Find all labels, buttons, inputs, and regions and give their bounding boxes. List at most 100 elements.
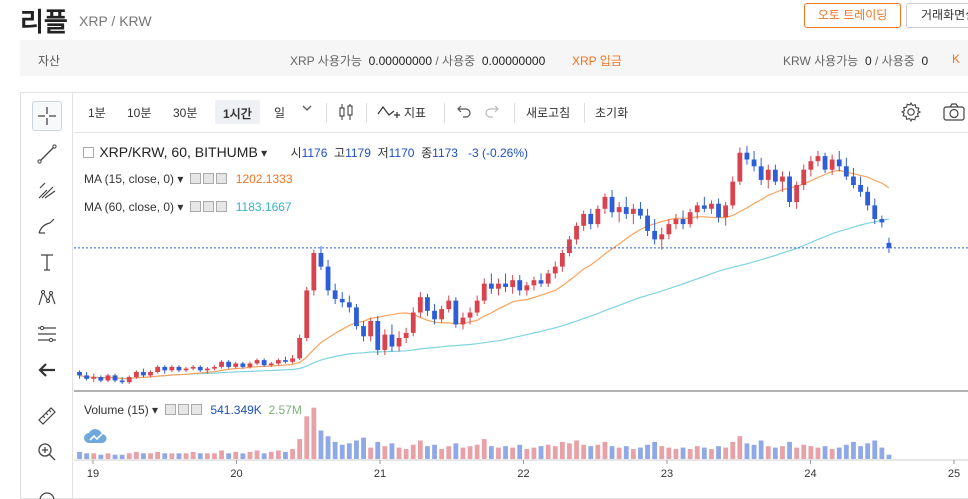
volume-bar [851, 441, 856, 459]
candle-body [417, 297, 423, 313]
volume-bar [382, 446, 388, 459]
candle-body [354, 307, 359, 327]
volume-bar [361, 437, 366, 459]
volume-bar [843, 444, 849, 459]
candle-body [197, 366, 203, 371]
toolbar-divider [326, 103, 327, 123]
candle-body [808, 161, 814, 170]
candle-body [410, 312, 416, 333]
xrp-balance: XRP 사용가능 0.00000000 / 사용중 0.00000000 [290, 52, 545, 69]
candle-body [226, 361, 232, 367]
volume-bar [858, 446, 863, 459]
ruler-icon[interactable] [32, 401, 62, 431]
candle-body [190, 366, 196, 369]
ma15-dropdown-icon[interactable]: ▾ [177, 172, 184, 186]
text-icon[interactable] [32, 247, 62, 277]
ma60-dropdown-icon[interactable]: ▾ [177, 200, 184, 214]
volume-bar [510, 447, 516, 459]
volume-bar [396, 447, 402, 459]
candle-body [886, 242, 892, 248]
volume-visibility-icon[interactable] [164, 404, 176, 415]
price-chart[interactable]: 19 20 21 22 23 24 25 [74, 134, 968, 498]
candle-body [694, 205, 700, 213]
x-tick-label: 25 [948, 468, 960, 480]
volume-bar [141, 453, 146, 459]
candle-body [91, 377, 97, 379]
candle-type-icon[interactable] [338, 102, 354, 125]
undo-icon[interactable] [456, 103, 472, 122]
ma60-remove-icon[interactable] [216, 201, 228, 212]
x-tick-label: 19 [87, 468, 99, 480]
interval-1h[interactable]: 1시간 [215, 100, 260, 124]
ma15-remove-icon[interactable] [216, 173, 228, 184]
candle-body [567, 239, 572, 253]
reset-button[interactable]: 초기화 [595, 106, 629, 120]
trend-line-icon[interactable] [32, 139, 62, 169]
krw-balance: KRW 사용가능 0 / 사용중 0 [783, 52, 928, 69]
ma60-line [79, 218, 889, 380]
volume-bar [666, 447, 672, 459]
interval-30m[interactable]: 30분 [173, 106, 198, 120]
volume-bar [723, 447, 729, 459]
candle-body [879, 219, 885, 223]
volume-bar [368, 447, 374, 459]
settings-gear-icon[interactable] [900, 101, 922, 126]
candle-body [254, 360, 260, 364]
auto-trading-button[interactable]: 오토 트레이딩 [804, 3, 901, 28]
brush-icon[interactable] [32, 211, 62, 241]
volume-bar [98, 454, 104, 459]
candle-body [609, 196, 615, 213]
ma15-visibility-icon[interactable] [190, 173, 202, 184]
interval-10m[interactable]: 10분 [127, 106, 152, 120]
more-tools-icon[interactable] [32, 485, 62, 499]
volume-dropdown-icon[interactable]: ▾ [152, 403, 159, 417]
volume-bar [403, 449, 409, 459]
candle-body [304, 290, 310, 338]
volume-bar [865, 443, 871, 459]
candle-body [787, 176, 792, 202]
screen-settings-button[interactable]: 거래화면설 [906, 3, 968, 28]
volume-bar [780, 446, 785, 459]
back-arrow-icon[interactable] [32, 355, 62, 385]
crosshair-icon[interactable] [32, 101, 62, 131]
drawing-toolbar [21, 93, 73, 499]
symbol-dropdown-icon[interactable]: ▾ [261, 146, 268, 160]
pitchfork-icon[interactable] [32, 175, 62, 205]
collapse-icon[interactable] [83, 147, 94, 158]
redo-icon[interactable] [484, 103, 500, 122]
pattern-icon[interactable] [32, 283, 62, 313]
volume-bar [254, 450, 260, 459]
xrp-in-use-value: 0.00000000 [481, 54, 546, 68]
candle-body [794, 185, 800, 202]
volume-bar [595, 444, 601, 459]
candle-body [588, 213, 594, 225]
interval-1m[interactable]: 1분 [88, 106, 106, 120]
ma60-settings-icon[interactable] [203, 201, 215, 212]
krw-deposit-link[interactable]: K [952, 52, 961, 66]
refresh-button[interactable]: 새로고침 [526, 106, 571, 120]
indicator-button[interactable]: 지표 [404, 106, 427, 120]
indicator-icon[interactable] [377, 102, 401, 125]
volume-bar [538, 446, 544, 459]
interval-dropdown-icon[interactable] [301, 102, 313, 117]
ma60-value: 1183.1667 [235, 200, 292, 214]
fib-icon[interactable] [32, 319, 62, 349]
volume-label: Volume (15) [84, 403, 149, 417]
volume-remove-icon[interactable] [190, 404, 202, 415]
high-value: 1179 [345, 146, 371, 160]
volume-bar [652, 441, 658, 459]
camera-icon[interactable] [942, 101, 966, 126]
volume-bar [439, 449, 445, 459]
volume-bar [694, 446, 700, 459]
interval-day[interactable]: 일 [274, 106, 286, 120]
open-value: 1176 [301, 146, 328, 160]
candle-body [517, 280, 523, 291]
volume-bar [467, 446, 473, 459]
zoom-in-icon[interactable] [32, 437, 62, 467]
volume-bar [304, 416, 310, 459]
volume-settings-icon[interactable] [177, 404, 189, 415]
ma15-settings-icon[interactable] [203, 173, 215, 184]
volume-bar [630, 449, 636, 459]
ma60-visibility-icon[interactable] [190, 201, 202, 212]
xrp-deposit-link[interactable]: XRP 입금 [572, 54, 622, 68]
